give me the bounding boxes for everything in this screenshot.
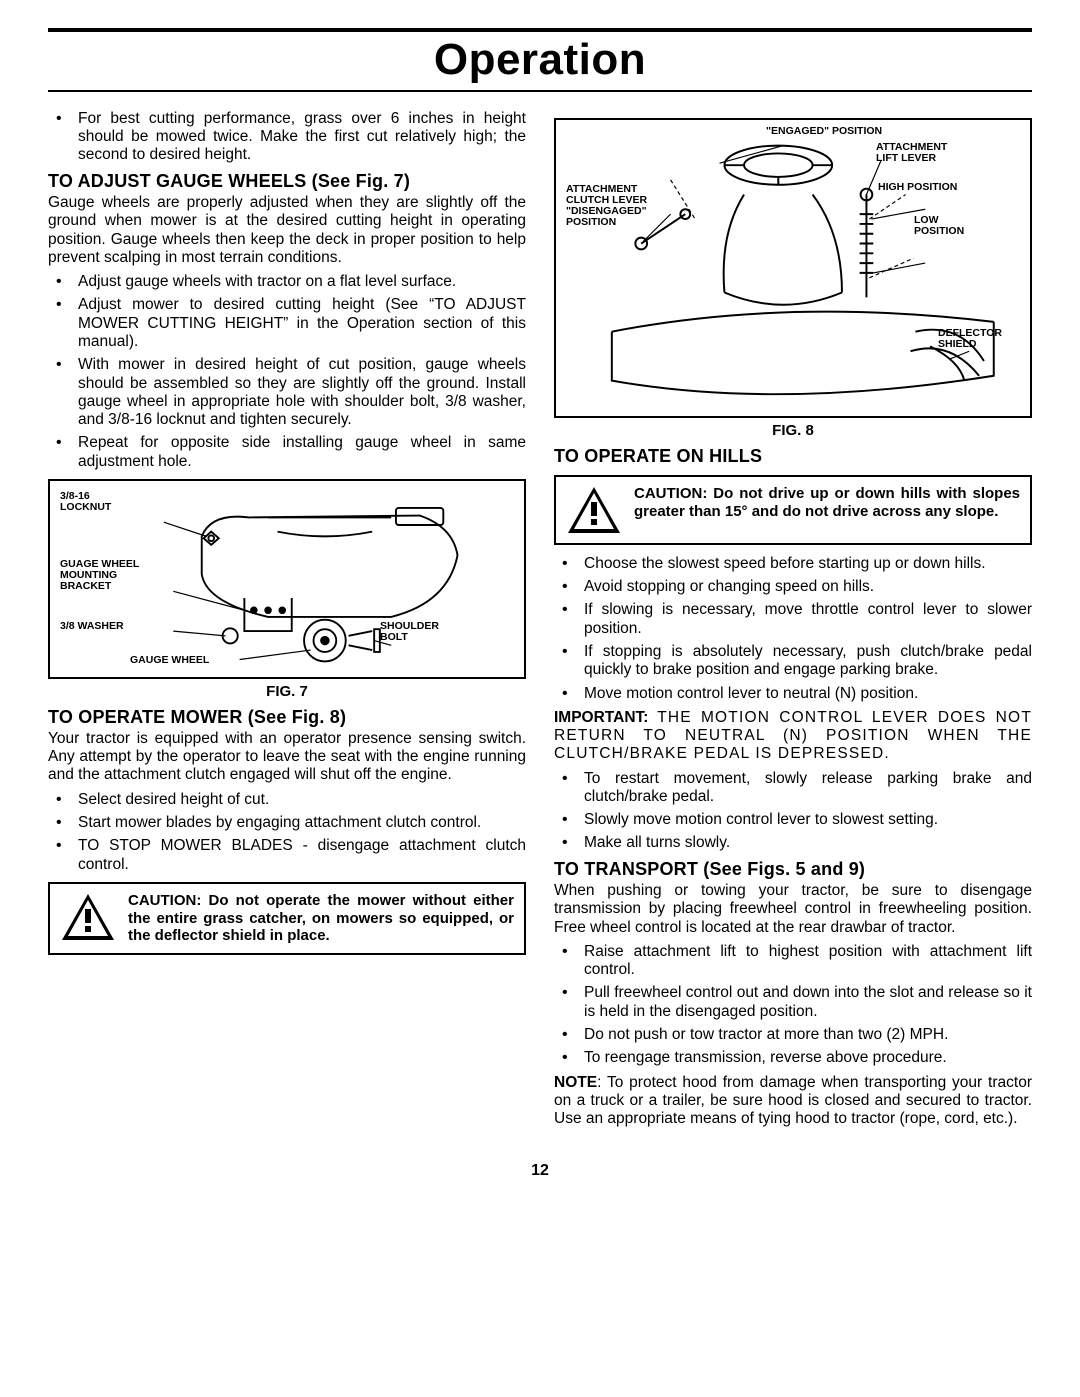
fig7-label-gaugewheel: GAUGE WHEEL <box>130 655 209 666</box>
two-column-layout: For best cutting performance, grass over… <box>48 110 1032 1128</box>
heading-adjust-gauge-wheels: TO ADJUST GAUGE WHEELS (See Fig. 7) <box>48 171 526 192</box>
fig7-label-locknut: 3/8-16 LOCKNUT <box>60 491 111 513</box>
operate-bullet-3: TO STOP MOWER BLADES - disengage attachm… <box>48 837 526 874</box>
figure-7-box: 3/8-16 LOCKNUT GUAGE WHEEL MOUNTING BRAC… <box>48 479 526 679</box>
heading-transport: TO TRANSPORT (See Figs. 5 and 9) <box>554 859 1032 880</box>
figure-8-diagram <box>562 126 1024 410</box>
fig8-label-engaged: "ENGAGED" POSITION <box>766 126 882 137</box>
caution-text-hills: CAUTION: Do not drive up or down hills w… <box>634 485 1020 520</box>
important-label: IMPORTANT: <box>554 709 648 726</box>
important-note: IMPORTANT: THE MOTION CONTROL LEVER DOES… <box>554 709 1032 764</box>
gauge-wheels-paragraph: Gauge wheels are properly adjusted when … <box>48 194 526 267</box>
operate-bullet-1: Select desired height of cut. <box>48 791 526 809</box>
gauge-bullet-3: With mower in desired height of cut posi… <box>48 356 526 429</box>
hills-bullet-5: Move motion control lever to neutral (N)… <box>554 685 1032 703</box>
fig8-label-liftlever: ATTACHMENT LIFT LEVER <box>876 142 947 164</box>
right-column: "ENGAGED" POSITION ATTACHMENT LIFT LEVER… <box>554 110 1032 1128</box>
operate-bullet-2: Start mower blades by engaging attachmen… <box>48 814 526 832</box>
figure-8-box: "ENGAGED" POSITION ATTACHMENT LIFT LEVER… <box>554 118 1032 418</box>
hills-bullet-6: To restart movement, slowly release park… <box>554 770 1032 807</box>
warning-icon <box>60 892 116 942</box>
fig7-label-shoulderbolt: SHOULDER BOLT <box>380 621 439 643</box>
page-title: Operation <box>48 34 1032 90</box>
caution-box-mower: CAUTION: Do not operate the mower withou… <box>48 882 526 955</box>
transport-bullet-3: Do not push or tow tractor at more than … <box>554 1026 1032 1044</box>
left-column: For best cutting performance, grass over… <box>48 110 526 1128</box>
hills-bullet-1: Choose the slowest speed before starting… <box>554 555 1032 573</box>
figure-8-caption: FIG. 8 <box>554 422 1032 440</box>
operate-mower-paragraph: Your tractor is equipped with an operato… <box>48 730 526 785</box>
hills-bullet-8: Make all turns slowly. <box>554 834 1032 852</box>
hills-bullet-3: If slowing is necessary, move throttle c… <box>554 601 1032 638</box>
top-rule <box>48 28 1032 32</box>
transport-bullet-1: Raise attachment lift to highest positio… <box>554 943 1032 980</box>
transport-paragraph: When pushing or towing your tractor, be … <box>554 882 1032 937</box>
intro-bullet: For best cutting performance, grass over… <box>48 110 526 165</box>
hills-bullet-2: Avoid stopping or changing speed on hill… <box>554 578 1032 596</box>
hills-bullet-4: If stopping is absolutely necessary, pus… <box>554 643 1032 680</box>
warning-icon <box>566 485 622 535</box>
fig8-label-clutchlever: ATTACHMENT CLUTCH LEVER "DISENGAGED" POS… <box>566 184 647 228</box>
caution-text-mower: CAUTION: Do not operate the mower withou… <box>128 892 514 945</box>
gauge-bullet-2: Adjust mower to desired cutting height (… <box>48 296 526 351</box>
page-number: 12 <box>48 1162 1032 1181</box>
fig8-label-lowpos: LOW POSITION <box>914 215 964 237</box>
note-label: NOTE <box>554 1074 597 1091</box>
transport-bullet-2: Pull freewheel control out and down into… <box>554 984 1032 1021</box>
figure-7-caption: FIG. 7 <box>48 683 526 701</box>
transport-note: NOTE: To protect hood from damage when t… <box>554 1074 1032 1129</box>
transport-bullet-4: To reengage transmission, reverse above … <box>554 1049 1032 1067</box>
fig7-label-washer: 3/8 WASHER <box>60 621 124 632</box>
gauge-bullet-4: Repeat for opposite side installing gaug… <box>48 434 526 471</box>
note-text: : To protect hood from damage when trans… <box>554 1074 1032 1128</box>
hills-bullet-7: Slowly move motion control lever to slow… <box>554 811 1032 829</box>
fig8-label-highpos: HIGH POSITION <box>878 182 957 193</box>
gauge-bullet-1: Adjust gauge wheels with tractor on a fl… <box>48 273 526 291</box>
fig7-label-bracket: GUAGE WHEEL MOUNTING BRACKET <box>60 559 139 592</box>
title-underline <box>48 90 1032 92</box>
heading-operate-hills: TO OPERATE ON HILLS <box>554 446 1032 467</box>
caution-box-hills: CAUTION: Do not drive up or down hills w… <box>554 475 1032 545</box>
heading-operate-mower: TO OPERATE MOWER (See Fig. 8) <box>48 707 526 728</box>
fig8-label-deflector: DEFLECTOR SHIELD <box>938 328 1002 350</box>
